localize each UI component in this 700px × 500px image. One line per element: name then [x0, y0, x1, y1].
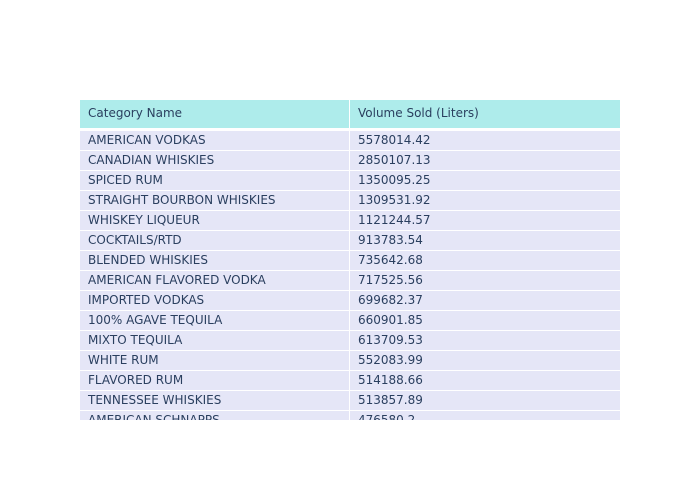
cell-volume-sold: 2850107.13	[358, 153, 431, 167]
cell-volume-sold: 613709.53	[358, 333, 423, 347]
cell-category-name: CANADIAN WHISKIES	[80, 151, 350, 170]
cell-category-name: MIXTO TEQUILA	[80, 331, 350, 350]
table-row: MIXTO TEQUILA 613709.53	[80, 330, 620, 350]
cell-volume-sold: 1309531.92	[358, 193, 431, 207]
cell-category-name: AMERICAN VODKAS	[80, 131, 350, 150]
table-row: AMERICAN SCHNAPPS 476580.2	[80, 410, 620, 420]
cell-volume-sold: 913783.54	[358, 233, 423, 247]
cell-volume-sold: 1121244.57	[358, 213, 431, 227]
cell-category-name: 100% AGAVE TEQUILA	[80, 311, 350, 330]
cell-category-name: STRAIGHT BOURBON WHISKIES	[80, 191, 350, 210]
cell-category-name: WHISKEY LIQUEUR	[80, 211, 350, 230]
table-body: AMERICAN VODKAS 5578014.42 CANADIAN WHISKI…	[80, 130, 620, 420]
cell-category-name: BLENDED WHISKIES	[80, 251, 350, 270]
table-row: WHISKEY LIQUEUR 1121244.57	[80, 210, 620, 230]
header-volume-sold: Volume Sold (Liters)	[358, 106, 479, 120]
cell-volume-sold: 735642.68	[358, 253, 423, 267]
cell-volume-sold: 513857.89	[358, 393, 423, 407]
table-row: SPICED RUM 1350095.25	[80, 170, 620, 190]
table-row: 100% AGAVE TEQUILA 660901.85	[80, 310, 620, 330]
data-table: Category Name Volume Sold (Liters) AMERI…	[80, 100, 620, 420]
cell-category-name: AMERICAN FLAVORED VODKA	[80, 271, 350, 290]
table-header: Category Name Volume Sold (Liters)	[80, 100, 620, 128]
table-row: AMERICAN FLAVORED VODKA 717525.56	[80, 270, 620, 290]
table-row: IMPORTED VODKAS 699682.37	[80, 290, 620, 310]
cell-volume-sold: 717525.56	[358, 273, 423, 287]
table-row: FLAVORED RUM 514188.66	[80, 370, 620, 390]
cell-volume-sold: 5578014.42	[358, 133, 431, 147]
table-row: BLENDED WHISKIES 735642.68	[80, 250, 620, 270]
header-category-name: Category Name	[80, 100, 350, 128]
table-row: TENNESSEE WHISKIES 513857.89	[80, 390, 620, 410]
cell-category-name: IMPORTED VODKAS	[80, 291, 350, 310]
cell-category-name: FLAVORED RUM	[80, 371, 350, 390]
cell-category-name: COCKTAILS/RTD	[80, 231, 350, 250]
cell-volume-sold: 699682.37	[358, 293, 423, 307]
table-row: AMERICAN VODKAS 5578014.42	[80, 130, 620, 150]
cell-volume-sold: 476580.2	[358, 413, 416, 420]
cell-category-name: AMERICAN SCHNAPPS	[80, 411, 350, 420]
cell-category-name: WHITE RUM	[80, 351, 350, 370]
cell-volume-sold: 552083.99	[358, 353, 423, 367]
cell-volume-sold: 660901.85	[358, 313, 423, 327]
table-row: COCKTAILS/RTD 913783.54	[80, 230, 620, 250]
cell-volume-sold: 1350095.25	[358, 173, 431, 187]
table-row: STRAIGHT BOURBON WHISKIES 1309531.92	[80, 190, 620, 210]
cell-category-name: TENNESSEE WHISKIES	[80, 391, 350, 410]
table-row: WHITE RUM 552083.99	[80, 350, 620, 370]
table-row: CANADIAN WHISKIES 2850107.13	[80, 150, 620, 170]
cell-volume-sold: 514188.66	[358, 373, 423, 387]
cell-category-name: SPICED RUM	[80, 171, 350, 190]
